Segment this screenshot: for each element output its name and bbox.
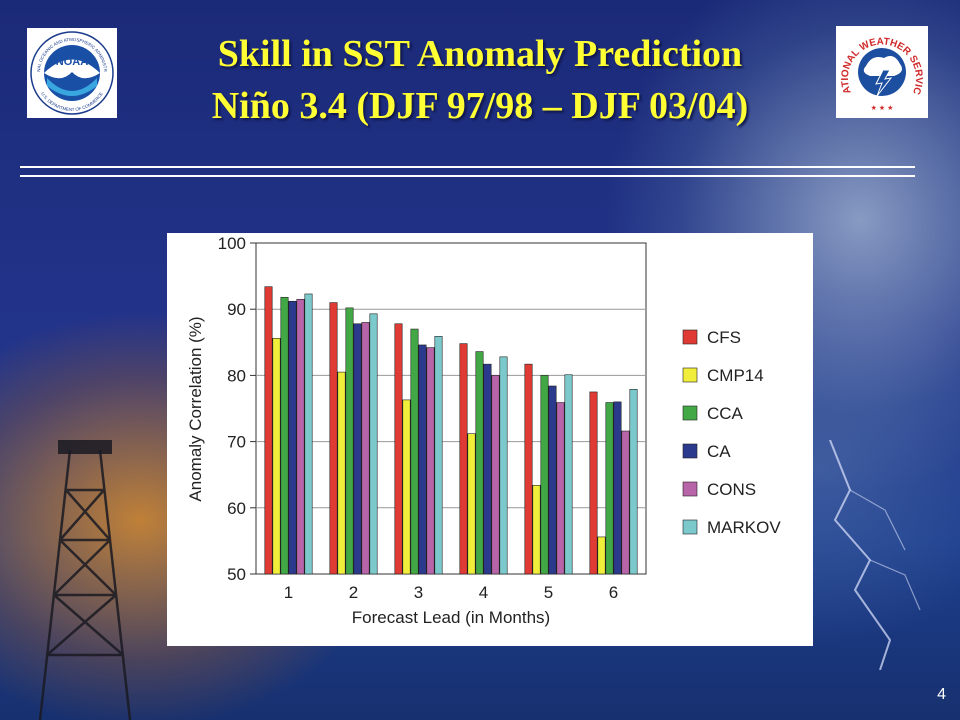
bar-chart: 50 60 70 80 90 100 1 2 3 4 5 6 CFS CMP14 CCA CA CONS MA… bbox=[186, 234, 781, 627]
xtick-label: 6 bbox=[609, 583, 618, 602]
weather-tower-illustration bbox=[38, 440, 132, 720]
bar-cca-lead-2 bbox=[345, 307, 354, 575]
slide-title-line-1: Skill in SST Anomaly Prediction bbox=[217, 33, 743, 75]
bar-cmp14-lead-1 bbox=[272, 338, 281, 575]
lightning-bolt-illustration bbox=[829, 440, 921, 670]
bar-cmp14-lead-6 bbox=[597, 536, 606, 575]
bar-markov-lead-2 bbox=[369, 313, 378, 575]
bar-ca-lead-6 bbox=[613, 401, 622, 575]
xtick-label: 5 bbox=[544, 583, 553, 602]
legend-label-cfs: CFS bbox=[707, 328, 741, 347]
xtick-label: 4 bbox=[479, 583, 488, 602]
bar-cmp14-lead-4 bbox=[467, 433, 476, 575]
noaa-logo-icon: NOAA NATIONAL OCEANIC AND ATMOSPHERIC AD… bbox=[25, 24, 114, 115]
bar-cfs-lead-1 bbox=[264, 286, 273, 575]
svg-text:NOAA: NOAA bbox=[56, 56, 88, 68]
ytick-label: 80 bbox=[227, 366, 246, 385]
legend-swatch-cfs bbox=[682, 329, 698, 345]
chart-panel: 50 60 70 80 90 100 1 2 3 4 5 6 CFS CMP14 CCA CA CONS MA… bbox=[167, 233, 813, 646]
bar-cmp14-lead-2 bbox=[337, 371, 346, 575]
legend-label-markov: MARKOV bbox=[707, 518, 781, 537]
bar-cons-lead-5 bbox=[556, 402, 565, 575]
legend-swatch-ca bbox=[682, 443, 698, 459]
bar-ca-lead-1 bbox=[288, 300, 297, 575]
ytick-label: 100 bbox=[218, 234, 246, 253]
bar-cons-lead-3 bbox=[426, 347, 435, 575]
bar-cons-lead-4 bbox=[491, 375, 500, 575]
ytick-label: 90 bbox=[227, 300, 246, 319]
x-axis-label: Forecast Lead (in Months) bbox=[352, 608, 550, 627]
bar-cfs-lead-5 bbox=[524, 363, 533, 575]
bar-cons-lead-2 bbox=[361, 322, 370, 575]
bar-markov-lead-5 bbox=[564, 374, 573, 575]
bar-cfs-lead-6 bbox=[589, 391, 598, 575]
ytick-label: 50 bbox=[227, 565, 246, 584]
xtick-label: 1 bbox=[284, 583, 293, 602]
legend-label-cmp14: CMP14 bbox=[707, 366, 764, 385]
bar-cca-lead-4 bbox=[475, 351, 484, 575]
xtick-label: 2 bbox=[349, 583, 358, 602]
bar-cca-lead-3 bbox=[410, 328, 419, 575]
legend-label-ca: CA bbox=[707, 442, 731, 461]
nws-logo: NATIONAL WEATHER SERVICE ★ ★ ★ bbox=[832, 18, 928, 118]
noaa-logo: NOAA NATIONAL OCEANIC AND ATMOSPHERIC AD… bbox=[25, 24, 117, 118]
slide-page-number: 4 bbox=[937, 686, 946, 703]
bar-markov-lead-6 bbox=[629, 389, 638, 575]
legend-label-cons: CONS bbox=[707, 480, 756, 499]
bar-ca-lead-5 bbox=[548, 385, 557, 575]
bar-cfs-lead-3 bbox=[394, 323, 403, 575]
legend-label-cca: CCA bbox=[707, 404, 744, 423]
legend-swatch-cmp14 bbox=[682, 367, 698, 383]
bar-cca-lead-1 bbox=[280, 296, 289, 575]
bar-cons-lead-6 bbox=[621, 430, 630, 575]
bar-ca-lead-3 bbox=[418, 344, 427, 575]
bar-cca-lead-6 bbox=[605, 402, 614, 575]
nws-logo-icon: NATIONAL WEATHER SERVICE ★ ★ ★ bbox=[832, 18, 924, 114]
title-divider-bottom bbox=[20, 175, 915, 177]
legend-swatch-cons bbox=[682, 481, 698, 497]
bar-markov-lead-1 bbox=[304, 293, 313, 575]
bar-cfs-lead-2 bbox=[329, 302, 338, 575]
legend-swatch-cca bbox=[682, 405, 698, 421]
bar-ca-lead-2 bbox=[353, 323, 362, 575]
slide-title-line-2: Niño 3.4 (DJF 97/98 – DJF 03/04) bbox=[211, 85, 749, 127]
bar-cmp14-lead-5 bbox=[532, 484, 541, 575]
bar-markov-lead-4 bbox=[499, 356, 508, 575]
y-axis-label: Anomaly Correlation (%) bbox=[186, 316, 205, 501]
ytick-label: 70 bbox=[227, 433, 246, 452]
plot-area bbox=[255, 242, 647, 575]
legend-swatch-markov bbox=[682, 519, 698, 535]
title-divider-top bbox=[20, 166, 915, 168]
bar-ca-lead-4 bbox=[483, 363, 492, 575]
xtick-label: 3 bbox=[414, 583, 423, 602]
ytick-label: 60 bbox=[227, 499, 246, 518]
svg-text:★ ★ ★: ★ ★ ★ bbox=[871, 104, 894, 112]
bar-cmp14-lead-3 bbox=[402, 399, 411, 575]
bar-cfs-lead-4 bbox=[459, 343, 468, 575]
bar-markov-lead-3 bbox=[434, 336, 443, 575]
bar-cca-lead-5 bbox=[540, 375, 549, 575]
bar-cons-lead-1 bbox=[296, 298, 305, 575]
